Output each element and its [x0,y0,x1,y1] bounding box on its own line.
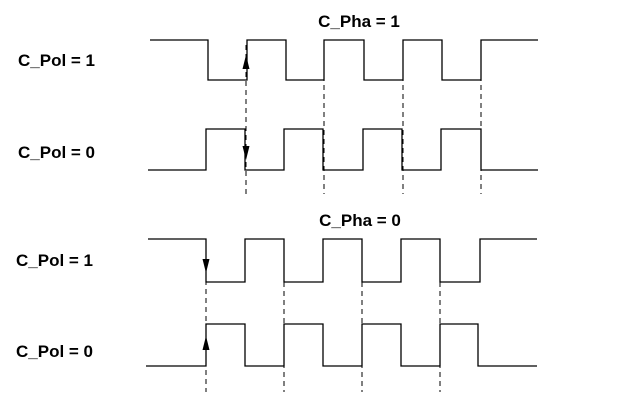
panel-cpha0-row-cpol0-label: C_Pol = 0 [16,342,93,361]
panel-cpha1-cpol1-waveform [150,39,538,81]
panel-cpha1-cpol1-up-arrow-icon [242,55,250,69]
panel-cpha0-cpol0-up-arrow-icon [202,336,210,350]
panel-cpha1-row-cpol1-label: C_Pol = 1 [18,51,95,70]
panel-cpha0-row-cpol1-label: C_Pol = 1 [16,251,93,270]
panel-cpha1-sample-guides [245,40,482,194]
panel-cpha0: C_Pha = 0 C_Pol = 1 C_Pol = 0 [16,211,537,392]
panel-cpha0-cpol0-waveform [146,323,537,367]
panel-cpha1: C_Pha = 1 C_Pol = 1 C_Pol = 0 [18,12,538,194]
panel-cpha0-title: C_Pha = 0 [319,211,401,230]
panel-cpha1-cpol0-waveform [148,128,538,171]
panel-cpha1-cpol0-down-arrow-icon [242,146,250,160]
panel-cpha1-row-cpol0-label: C_Pol = 0 [18,143,95,162]
panel-cpha0-sample-guides [205,262,441,392]
panel-cpha0-cpol1-down-arrow-icon [202,259,210,273]
panel-cpha0-cpol1-waveform [148,238,537,283]
panel-cpha1-title: C_Pha = 1 [318,12,400,31]
